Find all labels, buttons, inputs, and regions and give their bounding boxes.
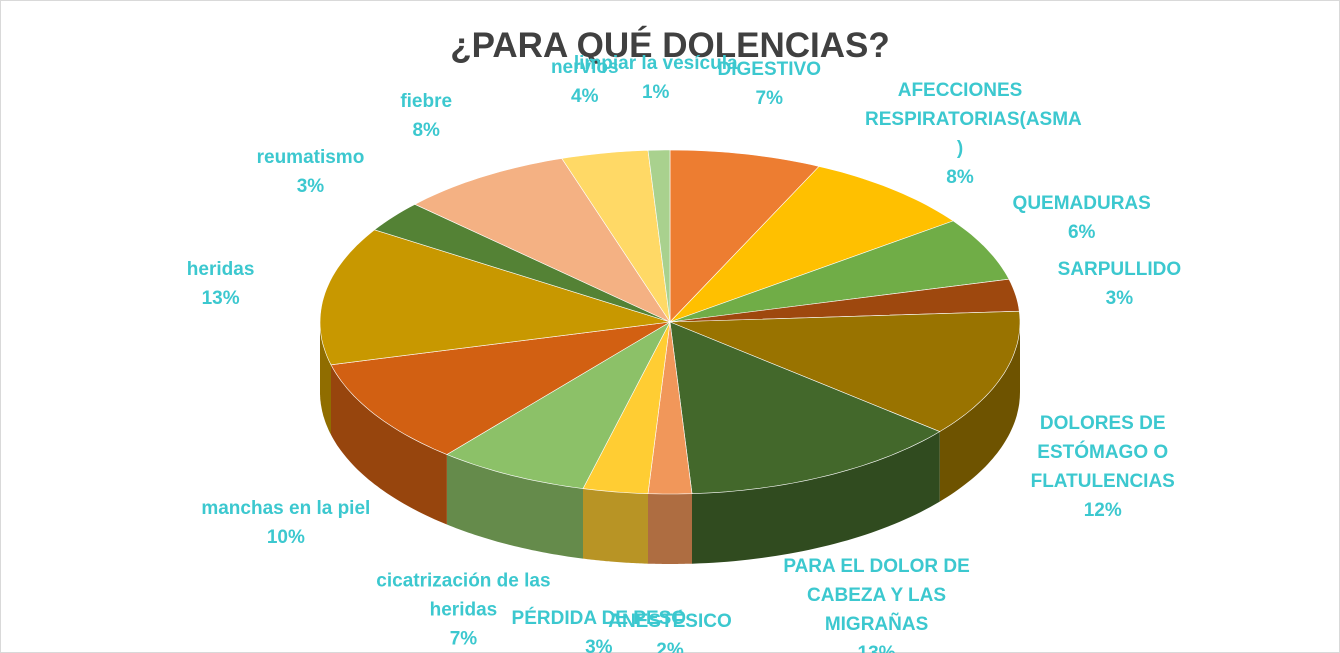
category-label: limpiar la vesícula <box>573 52 738 74</box>
category-label: cicatrización de las heridas <box>376 570 551 621</box>
data-label: manchas en la piel 10% <box>191 494 381 552</box>
data-label: nervios 4% <box>490 53 680 111</box>
value-label: 2% <box>656 640 684 653</box>
slice <box>669 166 954 323</box>
value-label: 3% <box>585 637 613 653</box>
slice <box>669 220 1010 323</box>
category-label: heridas <box>186 258 255 280</box>
data-label: limpiar la vesícula 1% <box>561 49 751 107</box>
data-label: PARA EL DOLOR DE CABEZA Y LAS MIGRAÑAS 13… <box>782 552 972 653</box>
slice <box>446 321 671 489</box>
value-label: 4% <box>571 86 599 108</box>
slice <box>330 321 671 455</box>
category-label: ANESTÉSICO <box>608 611 732 633</box>
category-label: PARA EL DOLOR DE CABEZA Y LAS MIGRAÑAS <box>783 555 970 635</box>
value-label: 10% <box>266 526 305 548</box>
value-label: 6% <box>1067 222 1096 243</box>
category-label: AFECCIONES RESPIRATORIAS(ASMA ) <box>865 79 1082 159</box>
data-label: SARPULLIDO 3% <box>1024 255 1214 313</box>
category-label: PÉRDIDA DE PESO <box>511 608 687 630</box>
slice <box>669 278 1020 323</box>
slice <box>414 158 671 323</box>
value-label: 7% <box>449 628 478 650</box>
slice <box>561 149 671 323</box>
value-label: 13% <box>201 287 240 309</box>
value-label: 3% <box>296 176 325 198</box>
value-label: 7% <box>755 87 783 109</box>
slice <box>669 310 1021 432</box>
slice-side <box>939 322 1020 502</box>
value-label: 8% <box>412 119 440 141</box>
slice <box>373 203 671 323</box>
category-label: QUEMADURAS <box>1012 193 1151 214</box>
chart-title: ¿PARA QUÉ DOLENCIAS? <box>450 26 890 65</box>
category-label: DIGESTIVO <box>717 58 821 80</box>
data-label: PÉRDIDA DE PESO 3% <box>504 604 694 653</box>
slice-side <box>331 364 447 525</box>
category-label: fiebre <box>400 90 453 112</box>
slice <box>582 321 671 495</box>
data-label: QUEMADURAS 6% <box>987 189 1177 247</box>
slice-side <box>692 431 940 564</box>
data-label: fiebre 8% <box>331 87 521 145</box>
data-label: heridas 13% <box>126 255 316 313</box>
value-label: 12% <box>1083 500 1122 522</box>
slice-side <box>446 454 583 559</box>
data-label: reumatismo 3% <box>215 143 405 201</box>
slice <box>669 321 941 495</box>
category-label: nervios <box>550 57 619 79</box>
data-label: DOLORES DE ESTÓMAGO O FLATULENCIAS 12% <box>1008 409 1198 525</box>
data-label: cicatrización de las heridas 7% <box>368 566 558 653</box>
slice-side <box>648 493 692 564</box>
value-label: 13% <box>782 639 972 653</box>
slice-side <box>320 322 331 435</box>
slice <box>647 321 693 495</box>
value-label: 3% <box>1105 287 1134 309</box>
category-label: reumatismo <box>256 147 365 169</box>
value-label: 8% <box>946 166 974 188</box>
value-label: 1% <box>641 81 670 103</box>
slice-side <box>583 488 648 564</box>
category-label: DOLORES DE ESTÓMAGO O FLATULENCIAS <box>1030 413 1175 493</box>
slice <box>647 149 671 323</box>
slice <box>319 229 671 366</box>
data-label: DIGESTIVO 7% <box>674 55 864 113</box>
slice <box>669 149 820 323</box>
category-label: manchas en la piel <box>201 497 371 519</box>
category-label: SARPULLIDO <box>1057 258 1182 280</box>
data-label: AFECCIONES RESPIRATORIAS(ASMA ) 8% <box>865 76 1082 192</box>
data-label: ANESTÉSICO 2% <box>575 607 765 653</box>
